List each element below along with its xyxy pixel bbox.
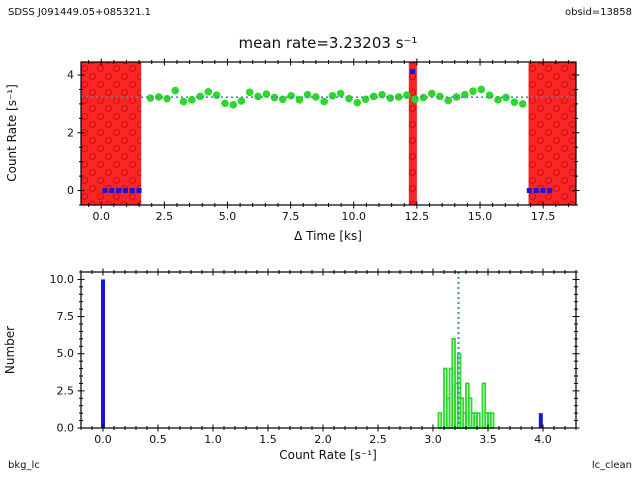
bkg-lc-point bbox=[109, 188, 115, 194]
clean-lc-point bbox=[278, 95, 287, 104]
clean-lc-point bbox=[336, 89, 345, 98]
clean-lc-point bbox=[320, 97, 329, 106]
bkg-lc-point bbox=[102, 188, 108, 194]
footer-bkg-label: bkg_lc bbox=[8, 460, 40, 471]
clean-lc-point bbox=[477, 85, 486, 94]
clean-histogram-bar bbox=[476, 412, 481, 429]
bkg-lc-point bbox=[410, 69, 416, 75]
clean-lc-point bbox=[436, 92, 444, 101]
lightcurve-xlabel: Δ Time [ks] bbox=[294, 229, 362, 243]
histogram-xtick-label: 3.0 bbox=[424, 433, 442, 446]
clean-lc-point bbox=[469, 87, 477, 95]
clean-lc-point bbox=[328, 92, 337, 100]
clean-lc-point bbox=[345, 94, 353, 103]
clean-lc-point bbox=[196, 92, 205, 101]
lightcurve-xtick-label: 0.0 bbox=[92, 210, 110, 223]
clean-lc-point bbox=[427, 89, 436, 98]
clean-lc-point bbox=[204, 87, 213, 96]
clean-lc-point bbox=[386, 94, 395, 102]
lightcurve-xtick-label: 15.0 bbox=[468, 210, 493, 223]
lightcurve-axes-box bbox=[80, 61, 577, 206]
clean-lc-point bbox=[510, 98, 519, 106]
clean-lc-point bbox=[369, 92, 378, 101]
lightcurve-xtick-label: 12.5 bbox=[405, 210, 430, 223]
clean-lc-point bbox=[154, 93, 163, 101]
clean-histogram-bar bbox=[489, 412, 495, 429]
clean-lc-point bbox=[378, 90, 386, 99]
lightcurve-ylabel: Count Rate [s⁻¹] bbox=[5, 84, 19, 182]
lightcurve-xtick-label: 10.0 bbox=[342, 210, 367, 223]
histogram-xtick-label: 3.5 bbox=[479, 433, 497, 446]
bkg-lc-point bbox=[122, 188, 128, 194]
histogram-plot: 0.0 0.5 1.0 1.5 2.0 2.5 3.0 3.5 4.0 0.0 2.5 5.0 7.5 1… bbox=[50, 268, 580, 446]
lightcurve-xtick-label: 17.5 bbox=[531, 210, 556, 223]
histogram-xtick-label: 0.5 bbox=[149, 433, 167, 446]
source-name: SDSS J091449.05+085321.1 bbox=[8, 7, 151, 18]
clean-lc-point bbox=[402, 91, 411, 100]
histogram-ytick-label: 7.5 bbox=[57, 310, 75, 323]
plot-title: mean rate=3.23203 s⁻¹ bbox=[239, 34, 418, 52]
lightcurve-plot: 0.0 2.5 5.0 7.5 10.0 12.5 15.0 17.5 0 2 4 bbox=[67, 58, 580, 223]
histogram-ytick-label: 2.5 bbox=[57, 384, 75, 397]
obsid-label: obsid=13858 bbox=[565, 7, 632, 18]
lightcurve-xtick-label: 2.5 bbox=[156, 210, 174, 223]
footer-clean-label: lc_clean bbox=[592, 460, 632, 471]
lightcurve-ytick-label: 2 bbox=[67, 126, 74, 139]
clean-lc-point bbox=[188, 96, 196, 104]
clean-lc-point bbox=[179, 97, 188, 106]
clean-lc-point bbox=[444, 96, 453, 105]
clean-lc-point bbox=[171, 86, 180, 95]
clean-lc-point bbox=[212, 91, 221, 100]
clean-lc-point bbox=[419, 93, 428, 102]
histogram-xtick-label: 2.5 bbox=[369, 433, 387, 446]
bkg-lc-point bbox=[136, 188, 142, 194]
clean-lc-point bbox=[270, 93, 279, 102]
clean-lc-point bbox=[287, 92, 295, 100]
bkg-lc-point bbox=[540, 188, 546, 194]
histogram-xtick-label: 0.0 bbox=[94, 433, 112, 446]
histogram-xtick-label: 1.5 bbox=[259, 433, 277, 446]
clean-lc-point bbox=[146, 94, 155, 102]
histogram-xtick-label: 2.0 bbox=[314, 433, 332, 446]
clean-lc-point bbox=[245, 88, 254, 97]
lightcurve-ytick-label: 0 bbox=[67, 184, 74, 197]
clean-lc-point bbox=[353, 98, 362, 107]
bkg-lc-point bbox=[116, 188, 122, 194]
histogram-xtick-label: 4.0 bbox=[534, 433, 552, 446]
histogram-ytick-label: 0.0 bbox=[57, 422, 75, 435]
clean-lc-point bbox=[312, 93, 320, 101]
bkg-histogram-bar bbox=[101, 279, 105, 428]
histogram-xtick-label: 1.0 bbox=[204, 433, 222, 446]
clean-lc-point bbox=[221, 99, 229, 108]
bkg-lc-point bbox=[526, 188, 532, 194]
bkg-lc-point bbox=[547, 188, 553, 194]
clean-lc-point bbox=[254, 92, 262, 101]
histogram-ytick-label: 5.0 bbox=[57, 347, 75, 360]
bkg-histogram-bar bbox=[538, 413, 543, 428]
histogram-ytick-label: 10.0 bbox=[50, 273, 75, 286]
histogram-ylabel: Number bbox=[3, 326, 17, 374]
plots-layer: 0.0 2.5 5.0 7.5 10.0 12.5 15.0 17.5 0 2 4 0.0 0.5 1.0… bbox=[50, 58, 580, 446]
histogram-axes-box bbox=[80, 271, 577, 429]
lightcurve-xtick-label: 7.5 bbox=[282, 210, 300, 223]
clean-lc-point bbox=[237, 97, 246, 105]
bkg-lc-point bbox=[533, 188, 539, 194]
clean-lc-point bbox=[394, 93, 403, 101]
histogram-xlabel: Count Rate [s⁻¹] bbox=[279, 448, 377, 462]
clean-lc-point bbox=[163, 94, 171, 103]
lightcurve-ytick-label: 4 bbox=[67, 69, 74, 82]
clean-lc-point bbox=[262, 90, 271, 98]
bkg-lc-point bbox=[129, 188, 135, 194]
lightcurve-xtick-label: 5.0 bbox=[219, 210, 237, 223]
clean-histogram-bar bbox=[437, 412, 443, 429]
clean-lc-point bbox=[518, 100, 527, 108]
clean-lc-point bbox=[229, 100, 238, 109]
clean-lc-point bbox=[303, 90, 312, 99]
